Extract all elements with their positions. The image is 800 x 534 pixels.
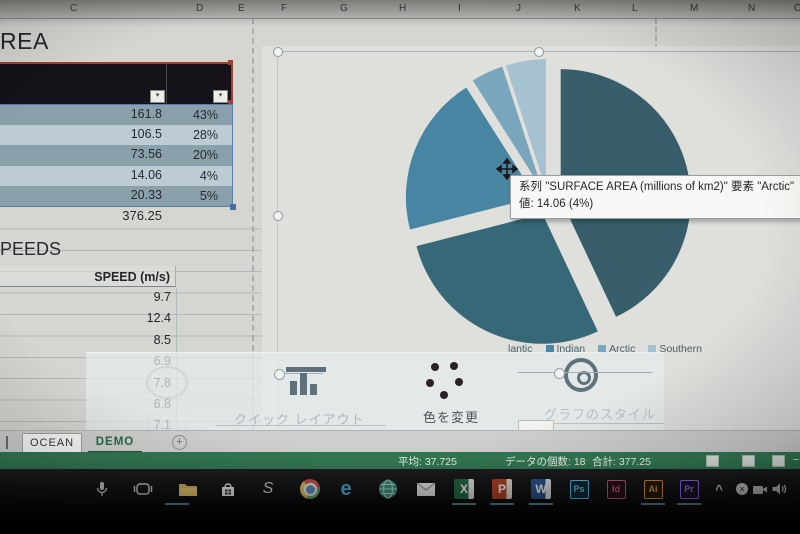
edge-icon[interactable]: e [340,477,352,500]
new-sheet-button[interactable]: + [172,435,187,450]
header-cell-divider [166,64,167,105]
column-header-D[interactable]: D [196,3,204,14]
table-row[interactable]: 73.56 20% [0,145,232,166]
premiere-icon[interactable]: Pr [678,478,700,500]
excel-icon[interactable]: X [453,478,475,500]
blue-range-fill-handle[interactable] [230,204,236,210]
illustrator-active-underline [641,503,665,505]
sway-icon[interactable]: S [262,480,274,497]
page-layout-view-icon[interactable] [742,455,755,467]
column-header-C[interactable]: C [70,3,78,14]
excel-active-underline [452,503,476,505]
status-bar: 平均: 37.725 データの個数: 18 合計: 377.25 − [0,452,800,469]
chart-resize-handle-midleft[interactable] [273,211,283,221]
powerpoint-icon[interactable]: P [491,478,513,500]
normal-view-icon[interactable] [706,455,719,467]
status-count: データの個数: 18 [505,456,586,468]
windows-taskbar: S e X P W Ps Id Ai Pr ^ × [0,469,800,534]
column-header-L[interactable]: L [632,3,638,14]
chart-tools-band: クイック レイアウト 色を変更 グラフのスタイル [86,352,664,433]
sheet-tab-bar: OCEAN DEMO + [0,430,800,454]
word-icon[interactable]: W [530,478,552,500]
column-header-E[interactable]: E [238,3,245,14]
pie-slice-1[interactable] [416,213,598,344]
chart-style-button[interactable]: グラフのスタイル [544,407,657,422]
change-colors-button[interactable]: 色を変更 [423,410,480,425]
column-header-I[interactable]: I [458,3,461,14]
status-average: 平均: 37.725 [398,456,457,468]
area-title: REA [0,28,49,54]
column-header-G[interactable]: G [340,3,348,14]
column-header-N[interactable]: N [748,3,756,14]
photoshop-icon[interactable]: Ps [568,478,590,500]
table-row[interactable]: 161.8 43% [0,105,232,126]
red-range-handle-top[interactable] [228,60,233,65]
indesign-icon[interactable]: Id [605,478,627,500]
tooltip-value-line: 値: 14.06 (4%) [519,198,594,211]
table-row[interactable]: 12.4 [146,311,171,326]
sheet-tab-demo[interactable]: DEMO [88,433,142,453]
sheet-tab-ocean[interactable]: OCEAN [22,433,82,454]
table-row[interactable]: 9.7 [153,290,171,304]
powerpoint-active-underline [490,503,514,505]
column-header-H[interactable]: H [399,3,407,14]
tooltip-series-line: 系列 "SURFACE AREA (millions of km2)" 要素 "… [519,181,795,193]
cortana-mic-icon[interactable] [91,478,113,500]
mail-icon[interactable] [415,478,437,500]
column-header-J[interactable]: J [516,3,521,14]
table-row[interactable]: 14.06 4% [0,165,232,186]
file-explorer-icon[interactable] [177,478,199,500]
chart-style-icon [564,358,598,392]
chart-datapoint-tooltip: 系列 "SURFACE AREA (millions of km2)" 要素 "… [510,175,800,219]
chart-resize-handle-topleft[interactable] [273,47,283,57]
word-active-underline [529,503,553,505]
area-table-rows[interactable]: 161.8 43% 106.5 28% 73.56 20% 14.06 4% 20.33… [0,104,233,207]
filter-dropdown-d[interactable]: ▾ [213,90,228,103]
table-row[interactable]: 20.33 5% [0,185,232,206]
filter-dropdown-c[interactable]: ▾ [150,90,165,103]
globe-app-icon[interactable] [377,478,399,500]
file-explorer-active-underline [165,503,189,505]
table-row[interactable]: 106.5 28% [0,125,232,146]
column-header-M[interactable]: M [690,3,699,14]
column-header-O[interactable]: O [794,3,800,14]
area-total-cell[interactable]: 376.25 [122,208,162,223]
column-header-strip: C D E F G H I J K L M N O [0,0,800,19]
microsoft-store-icon[interactable] [217,478,239,500]
area-table-header[interactable]: ▾ ▾ [0,62,233,107]
speeds-title: PEEDS [0,239,62,259]
page-break-view-icon[interactable] [772,455,785,467]
illustrator-icon[interactable]: Ai [642,478,664,500]
speed-column-header[interactable]: SPEED (m/s) [0,266,176,287]
task-view-icon[interactable] [132,478,154,500]
tab-scroll-divider [6,436,8,449]
column-header-F[interactable]: F [281,3,288,14]
status-sum: 合計: 377.25 [592,456,651,468]
chrome-icon[interactable] [299,478,321,500]
column-header-K[interactable]: K [574,3,581,14]
chart-resize-handle-topcenter[interactable] [534,47,544,57]
table-row[interactable]: 8.5 [153,332,171,347]
tray-speaker-icon[interactable] [768,478,790,500]
zoom-out-button[interactable]: − [793,454,800,466]
premiere-active-underline [677,503,701,505]
tray-chevron-icon[interactable]: ^ [715,481,723,497]
